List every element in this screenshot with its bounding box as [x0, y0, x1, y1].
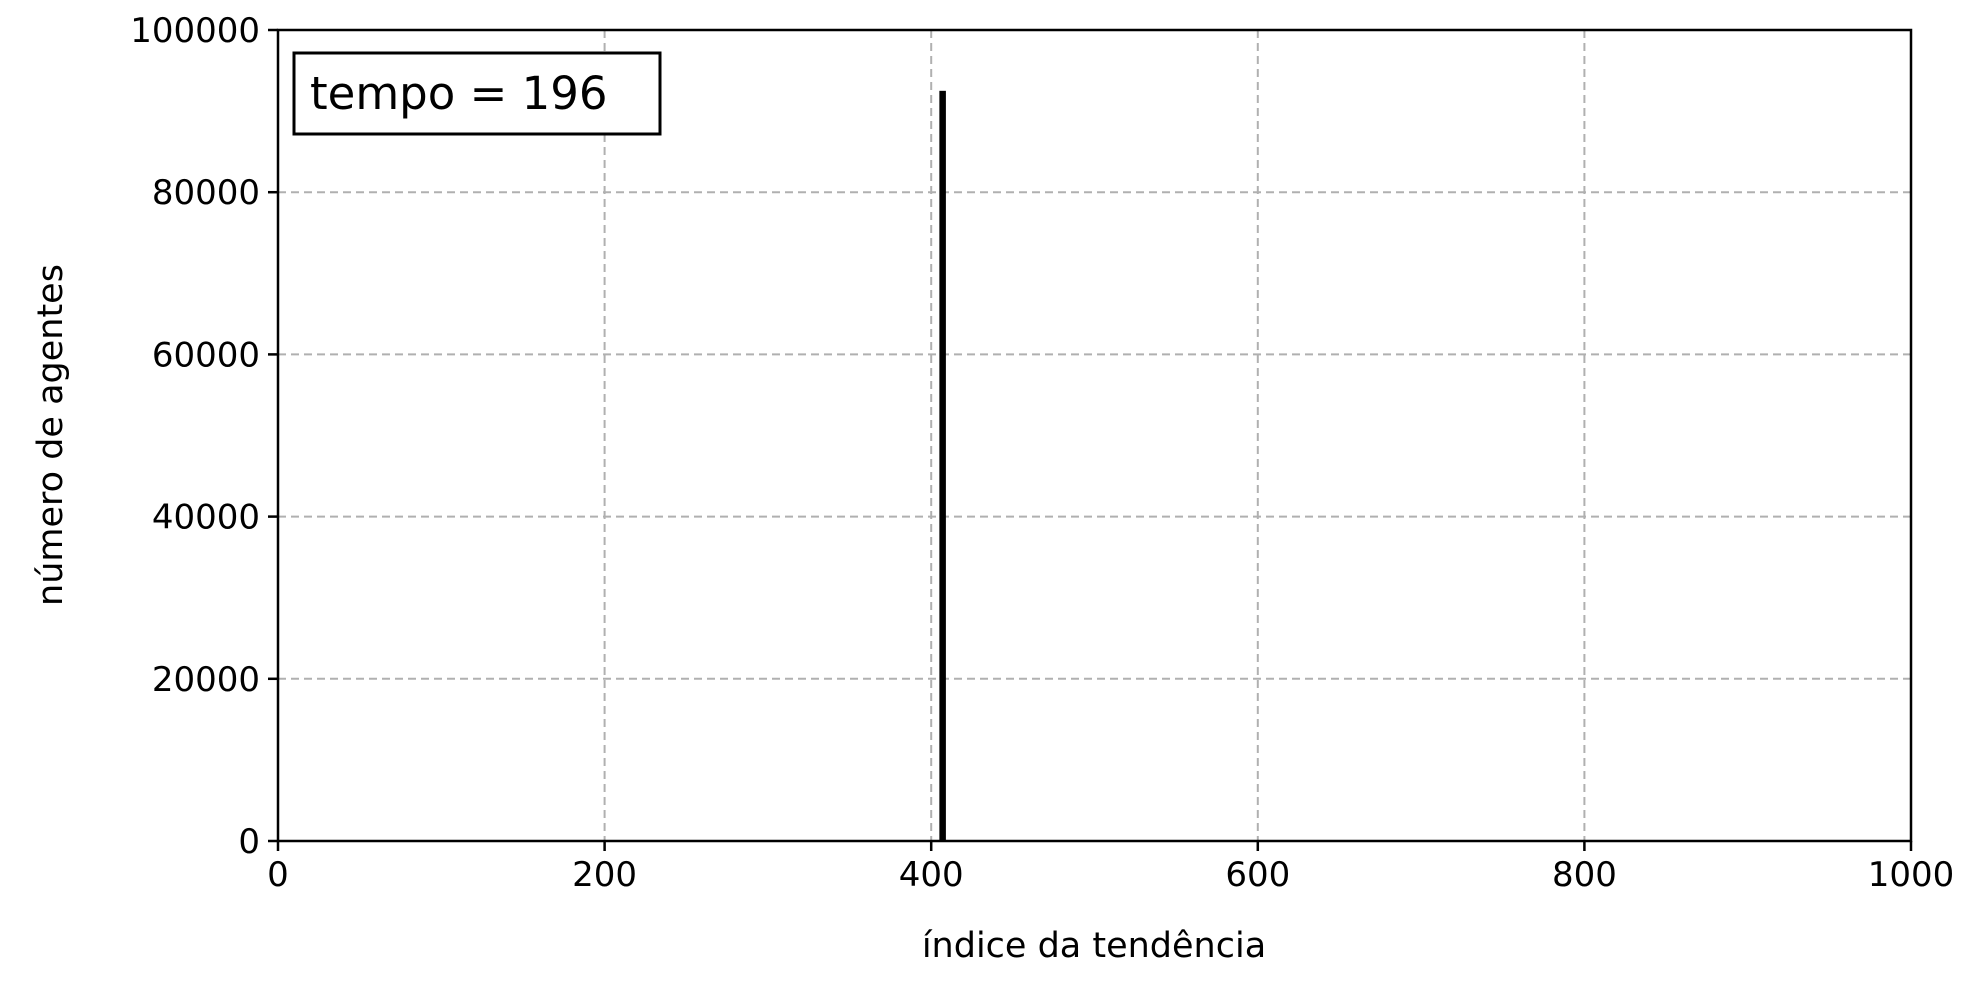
y-tick-label: 20000 — [152, 660, 260, 700]
x-axis-ticks: 0 200 400 600 800 1000 — [267, 841, 1954, 895]
bar-series — [939, 90, 946, 841]
y-tick-label: 80000 — [152, 173, 260, 213]
x-tick-label: 0 — [267, 855, 289, 895]
x-tick-label: 800 — [1552, 855, 1617, 895]
y-axis-label: número de agentes — [31, 264, 71, 606]
y-tick-label: 40000 — [152, 498, 260, 538]
x-axis-label: índice da tendência — [922, 926, 1266, 966]
annotation-text: tempo = 196 — [310, 67, 607, 120]
y-axis-ticks: 0 20000 40000 60000 80000 100000 — [130, 11, 278, 862]
x-tick-label: 600 — [1225, 855, 1290, 895]
x-tick-label: 400 — [899, 855, 964, 895]
y-tick-label: 60000 — [152, 335, 260, 375]
plot-frame — [276, 28, 1913, 843]
y-tick-label: 100000 — [130, 11, 260, 51]
annotation-frame — [292, 51, 662, 136]
x-tick-label: 1000 — [1868, 855, 1955, 895]
histogram-bar — [939, 90, 946, 841]
annotation-box: tempo = 196 — [292, 51, 662, 136]
x-tick-label: 200 — [572, 855, 637, 895]
y-tick-label: 0 — [238, 822, 260, 862]
